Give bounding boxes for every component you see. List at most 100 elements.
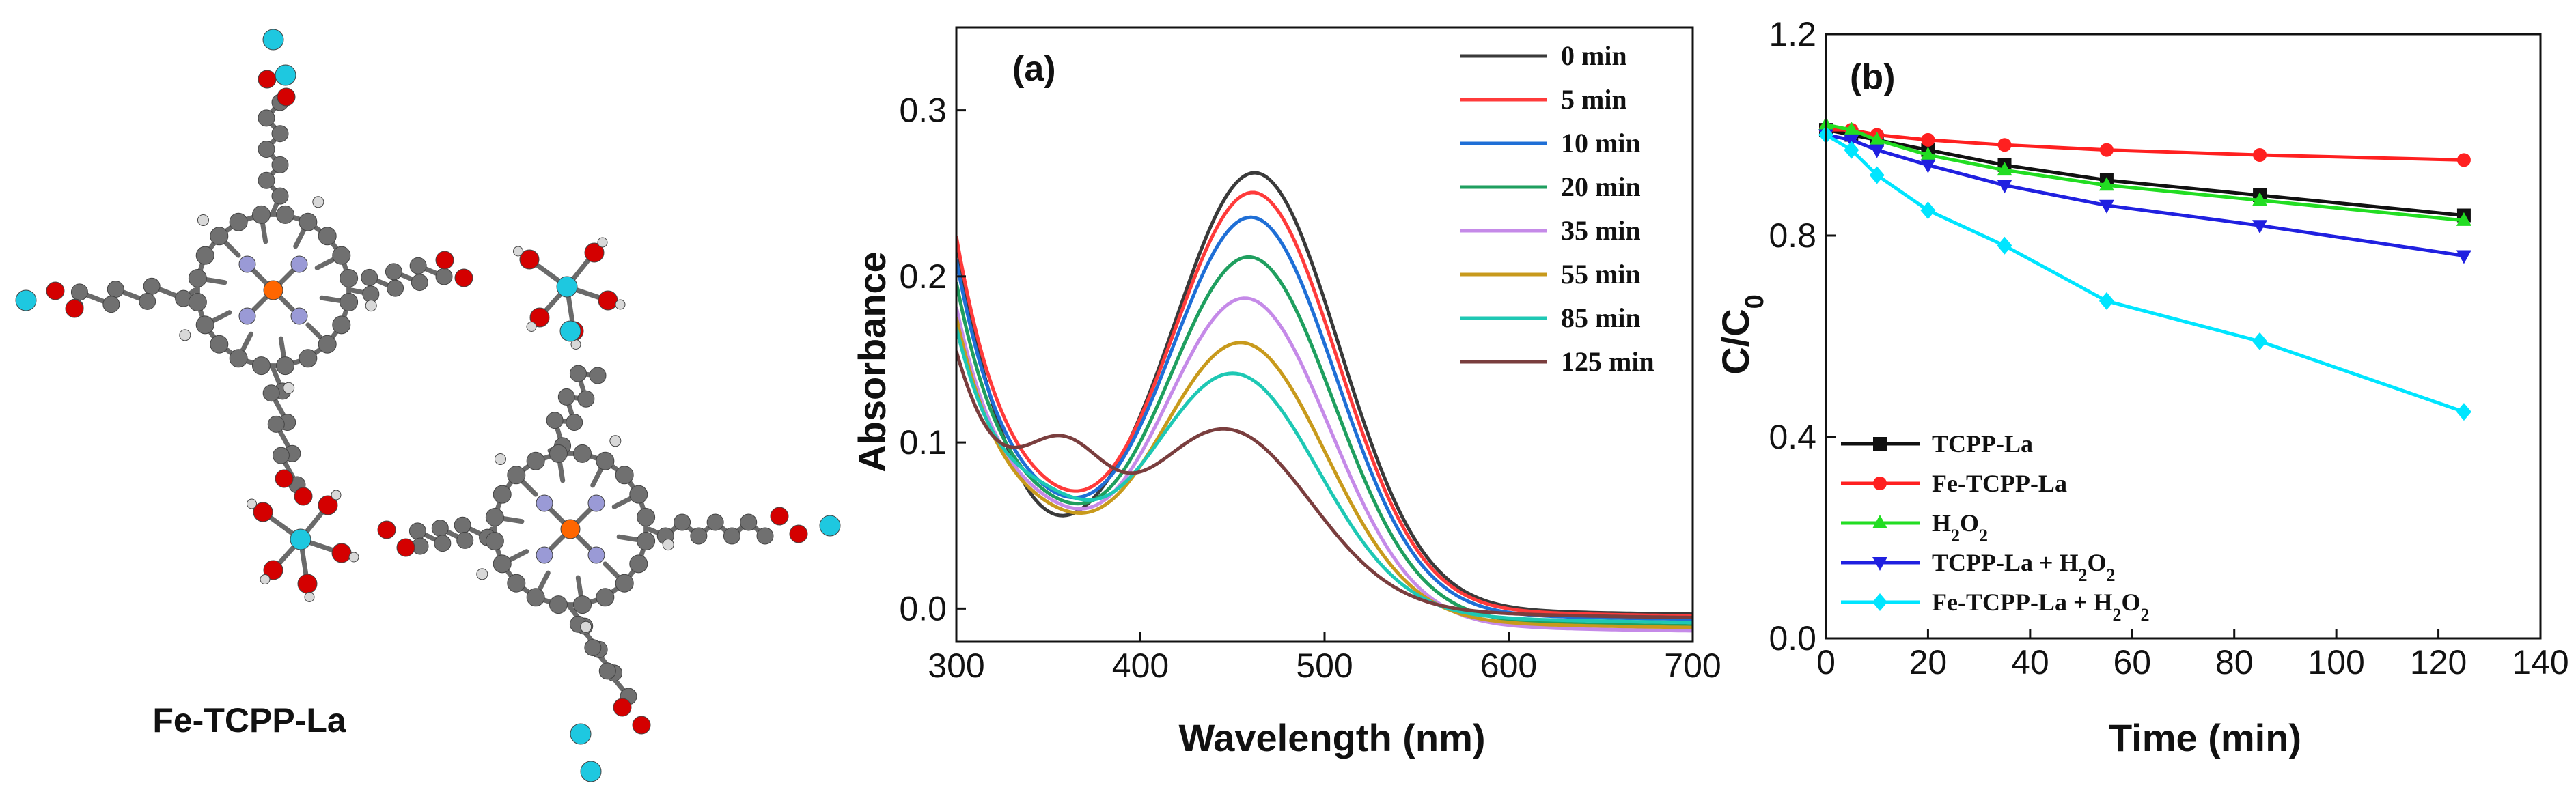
data-point — [2099, 177, 2114, 191]
carbon-atom — [584, 639, 602, 657]
structure-label: Fe-TCPP-La — [152, 701, 347, 739]
legend-label: 5 min — [1561, 84, 1627, 115]
carbon-atom — [615, 466, 634, 485]
molecule-atoms — [15, 29, 841, 782]
chart-a-y-tick-label: 0.0 — [899, 589, 947, 627]
oxygen-atom — [331, 543, 352, 563]
carbon-atom — [251, 356, 271, 376]
carbon-atom — [411, 274, 428, 292]
oxygen-atom — [529, 307, 550, 328]
spectrum-line-85-min — [956, 327, 1693, 625]
legend-label: Fe-TCPP-La — [1932, 470, 2067, 497]
chart-b-y-tick-label: 0.4 — [1769, 418, 1816, 456]
carbon-atom — [569, 365, 587, 382]
legend-label: 20 min — [1561, 171, 1641, 202]
legend-label: 125 min — [1561, 346, 1654, 377]
nitrogen-atom — [238, 255, 256, 273]
oxygen-atom — [253, 502, 273, 522]
carbon-atom — [431, 520, 449, 537]
carbon-atom — [408, 522, 426, 540]
carbon-atom — [229, 349, 248, 368]
carbon-atom — [385, 263, 402, 281]
carbon-atom — [589, 367, 607, 384]
carbon-atom — [229, 212, 248, 231]
carbon-atom — [387, 279, 404, 297]
hydrogen-atom — [179, 329, 191, 341]
chart-b-axes: 0 20 40 60 80 100 120 140 0.0 0.4 0.8 1.2 — [1769, 15, 2568, 681]
hydrogen-atom — [476, 568, 488, 580]
carbon-atom — [271, 125, 289, 143]
carbon-atom — [435, 268, 453, 285]
oxygen-atom — [435, 251, 454, 270]
data-point — [2099, 292, 2114, 310]
carbon-atom — [493, 554, 512, 574]
hydrogen-atom — [348, 552, 359, 563]
data-point — [2099, 143, 2114, 157]
chart-a-x-axis-title: Wavelength (nm) — [1178, 716, 1485, 759]
oxygen-atom — [598, 290, 618, 311]
carbon-atom — [139, 292, 156, 310]
lanthanum-atom — [559, 320, 581, 342]
data-point — [2456, 212, 2471, 226]
carbon-atom — [706, 513, 724, 531]
chart-a-x-tick-label: 600 — [1480, 647, 1537, 685]
hydrogen-atom — [494, 453, 506, 465]
oxygen-atom — [396, 538, 415, 557]
data-point — [1997, 138, 2012, 152]
hydrogen-atom — [331, 490, 342, 500]
hydrogen-atom — [260, 574, 271, 584]
carbon-atom — [615, 574, 634, 593]
data-point — [1921, 132, 1935, 147]
legend-marker — [1873, 477, 1887, 490]
oxygen-atom — [789, 524, 808, 543]
carbon-atom — [557, 388, 575, 406]
carbon-atom — [566, 414, 583, 431]
carbon-atom — [485, 507, 504, 526]
legend-marker — [1872, 515, 1887, 528]
oxygen-atom — [519, 249, 540, 270]
oxygen-atom — [65, 299, 84, 318]
carbon-atom — [340, 268, 359, 287]
carbon-atom — [596, 451, 615, 470]
carbon-atom — [507, 574, 526, 593]
carbon-atom — [210, 227, 229, 246]
carbon-atom — [195, 315, 214, 335]
carbon-atom — [549, 595, 568, 614]
carbon-atom — [299, 349, 318, 368]
carbon-atom — [454, 516, 471, 534]
nitrogen-atom — [587, 494, 605, 512]
chart-a-x-tick-label: 500 — [1296, 647, 1353, 685]
oxygen-atom — [318, 495, 338, 515]
carbon-atom — [456, 531, 474, 549]
spectrum-line-20-min — [956, 255, 1693, 628]
series-line — [1825, 133, 2465, 414]
carbon-atom — [596, 588, 615, 607]
data-point — [2253, 148, 2267, 162]
carbon-atom — [637, 532, 656, 551]
carbon-atom — [188, 268, 207, 287]
legend-label: TCPP-La + H2O2 — [1932, 549, 2116, 585]
carbon-atom — [756, 527, 774, 545]
lanthanum-atom — [819, 515, 841, 537]
oxygen-atom — [613, 698, 632, 717]
carbon-atom — [318, 227, 337, 246]
lanthanum-atom — [275, 64, 296, 86]
data-point — [2456, 153, 2471, 167]
chart-a-axes: 300 400 500 600 700 0.0 0.1 0.2 0.3 — [899, 26, 1721, 685]
legend-marker — [1873, 437, 1887, 451]
oxygen-atom — [277, 87, 296, 107]
data-point — [1997, 180, 2012, 194]
series-line — [1825, 133, 2465, 257]
carbon-atom — [485, 532, 504, 551]
oxygen-atom — [632, 716, 651, 735]
carbon-atom — [526, 451, 545, 470]
hydrogen-atom — [247, 498, 257, 509]
chart-b-x-tick-label: 80 — [2215, 643, 2254, 681]
hydrogen-atom — [609, 435, 622, 447]
data-point — [1869, 144, 1885, 158]
carbon-atom — [690, 527, 708, 545]
legend-label: TCPP-La — [1932, 430, 2033, 457]
chart-a-y-tick-label: 0.2 — [899, 257, 947, 296]
